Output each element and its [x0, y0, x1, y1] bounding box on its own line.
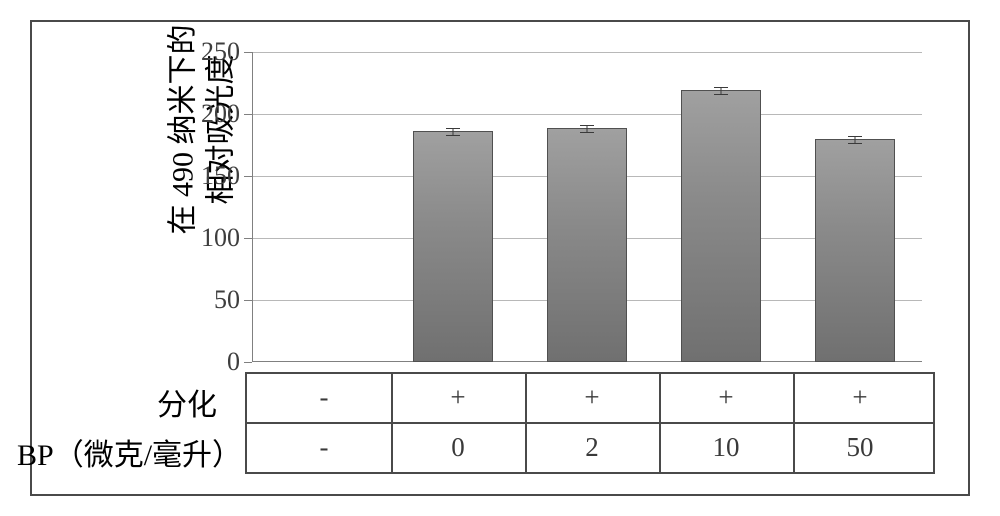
- figure-frame: 在 490 纳米下的 相对吸光度 250 200 150 100 50 0: [30, 20, 970, 496]
- y-tick-label: 150: [201, 161, 240, 191]
- table-line: [245, 372, 247, 472]
- error-bar: [848, 136, 862, 144]
- table-cell: 2: [525, 432, 659, 463]
- error-bar: [714, 87, 728, 95]
- tick-mark: [244, 362, 252, 363]
- table-line: [933, 372, 935, 472]
- row-header: 分化: [157, 380, 217, 424]
- tick-mark: [244, 176, 252, 177]
- table-cell: +: [525, 382, 659, 413]
- chart-wrapper: 在 490 纳米下的 相对吸光度 250 200 150 100 50 0: [107, 42, 947, 482]
- bar: [681, 90, 761, 362]
- bar: [547, 128, 627, 362]
- row-header: BP（微克/毫升）: [17, 430, 242, 474]
- table-cell: 50: [793, 432, 927, 463]
- tick-mark: [244, 300, 252, 301]
- table-cell: 0: [391, 432, 525, 463]
- error-bar: [446, 128, 460, 136]
- tick-mark: [244, 52, 252, 53]
- bar: [815, 139, 895, 362]
- y-tick-label: 100: [201, 223, 240, 253]
- table-cell: -: [257, 432, 391, 463]
- error-bar: [580, 125, 594, 133]
- y-tick-label: 50: [214, 285, 240, 315]
- bars-container: [252, 52, 922, 362]
- tick-mark: [244, 114, 252, 115]
- table-cell: -: [257, 382, 391, 413]
- tick-mark: [244, 238, 252, 239]
- bar: [413, 131, 493, 362]
- table-cell: +: [391, 382, 525, 413]
- table-cell: 10: [659, 432, 793, 463]
- table-cells: - + + + + - 0 2 10 50: [257, 372, 927, 474]
- y-tick-label: 200: [201, 99, 240, 129]
- category-table: 分化 BP（微克/毫升） - + + + + - 0 2 10 50: [107, 372, 947, 474]
- table-cell: +: [659, 382, 793, 413]
- y-tick-label: 250: [201, 37, 240, 67]
- table-cell: +: [793, 382, 927, 413]
- plot-area: 250 200 150 100 50 0: [252, 52, 922, 362]
